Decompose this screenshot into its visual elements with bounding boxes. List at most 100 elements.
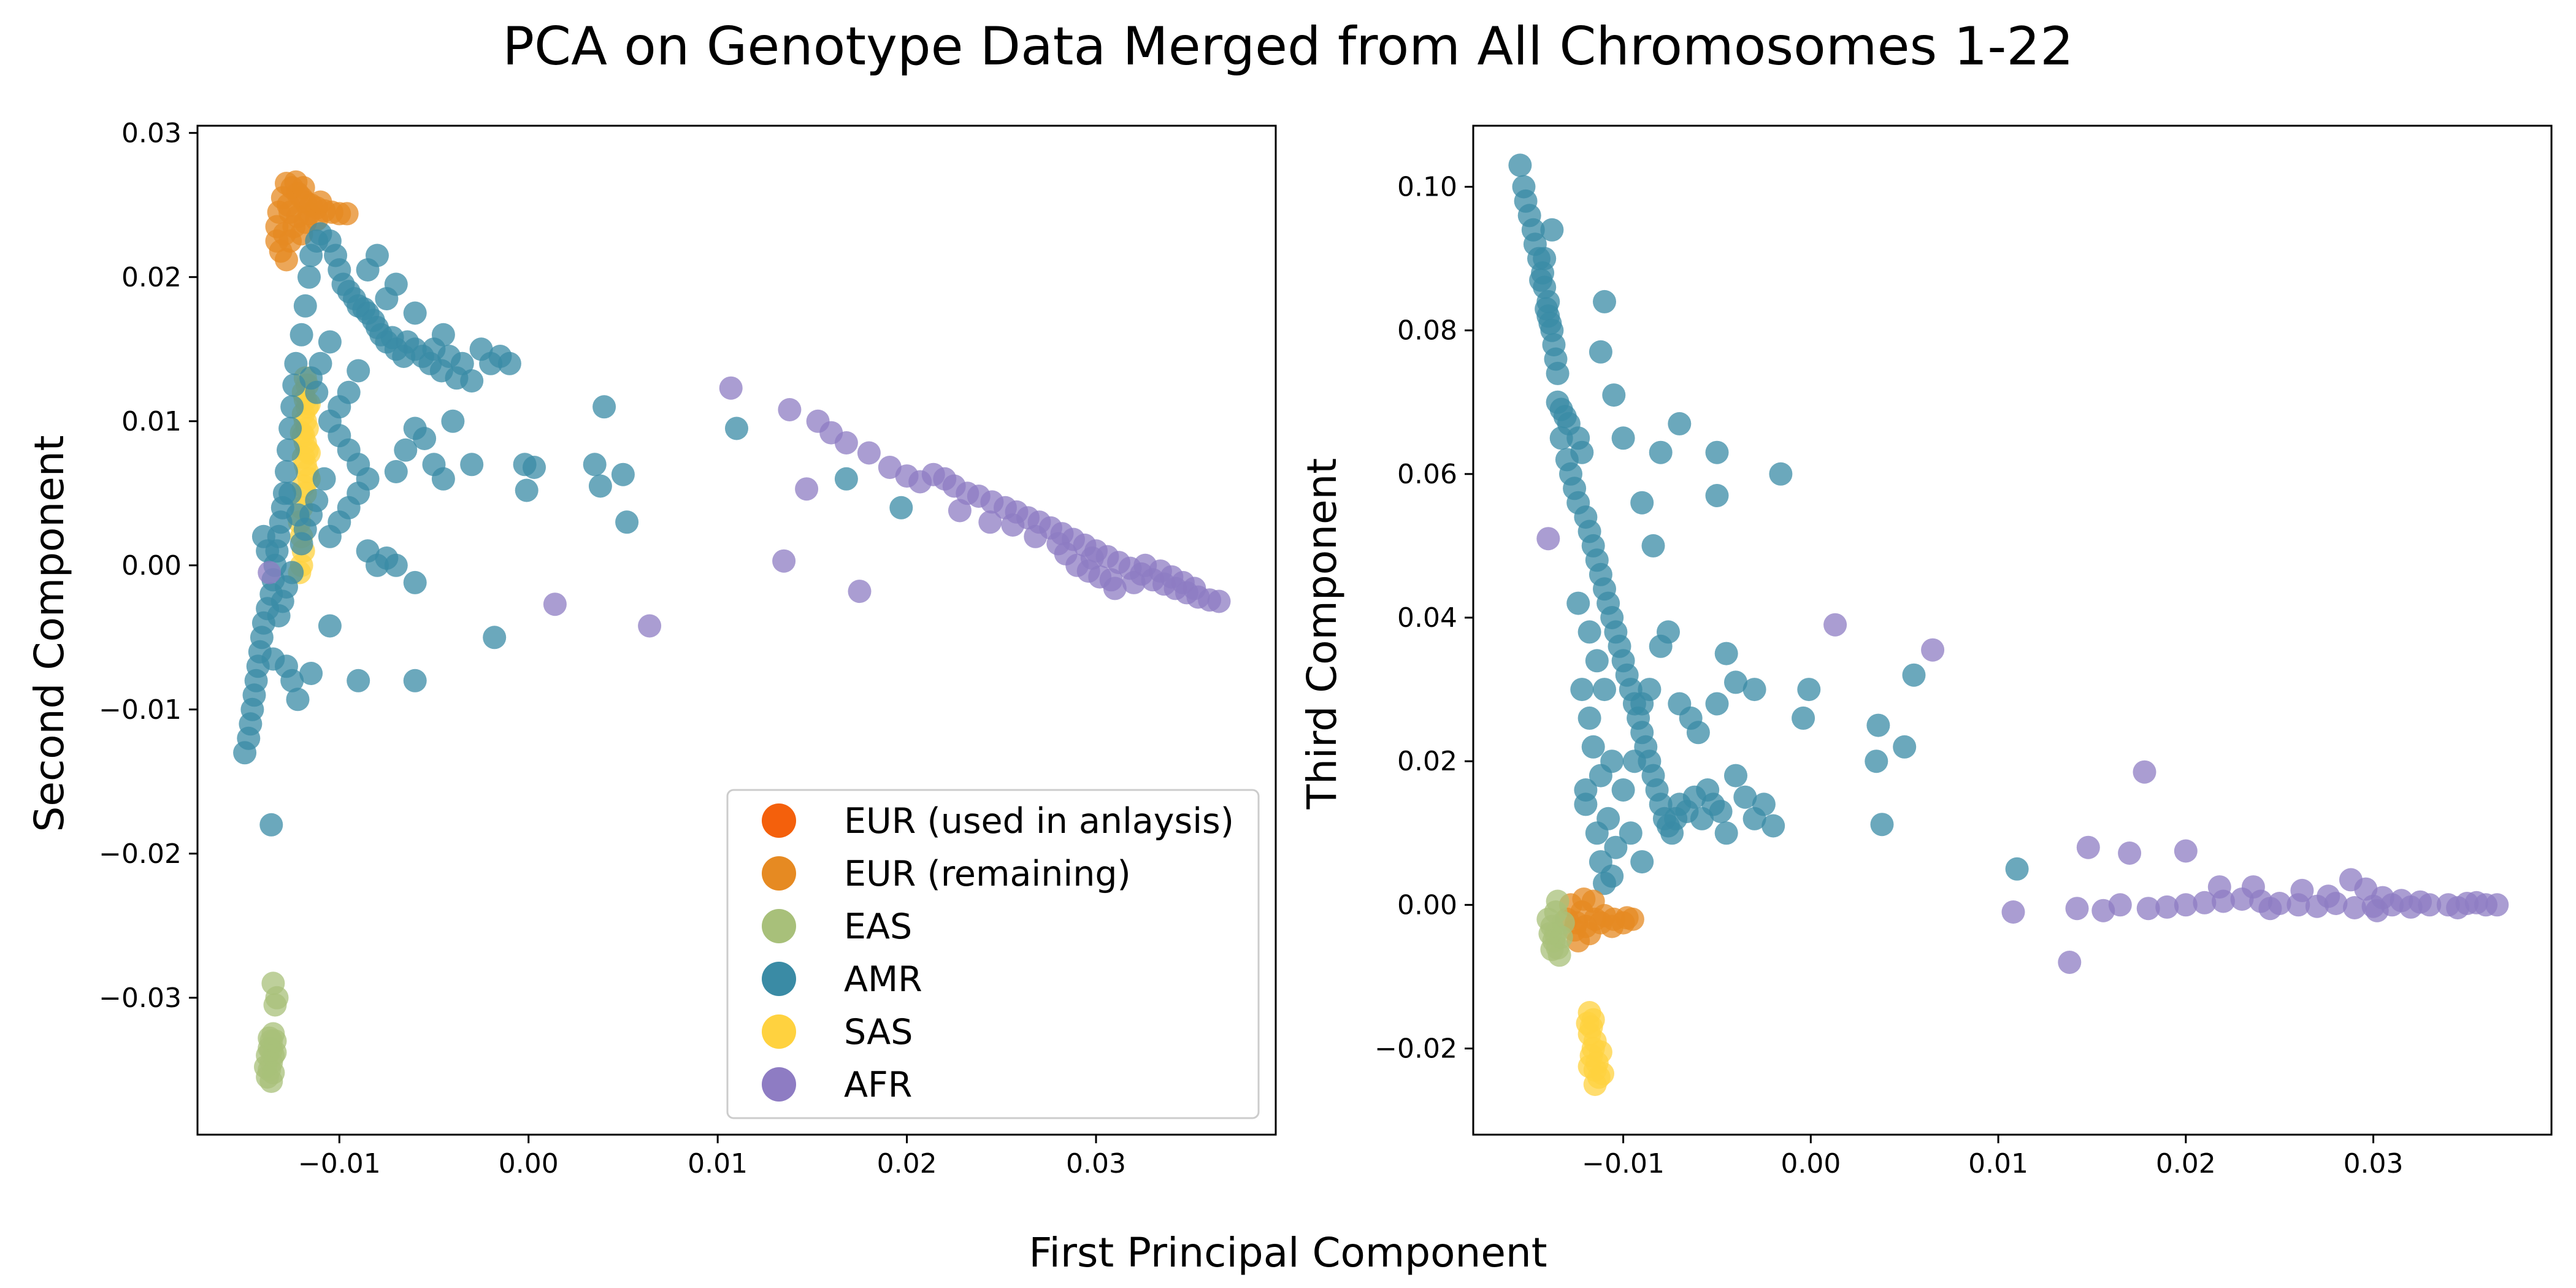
data-point <box>1714 821 1738 845</box>
data-point <box>497 351 521 375</box>
data-point <box>275 248 298 272</box>
right-ylabel: Third Component <box>1298 458 1346 810</box>
data-point <box>1921 638 1945 662</box>
data-point <box>795 477 819 501</box>
data-point <box>312 467 336 491</box>
data-point <box>280 395 304 419</box>
left-series-eas <box>254 972 289 1093</box>
data-point <box>1577 620 1601 644</box>
data-point <box>403 570 427 594</box>
x-tick-label: 0.01 <box>1968 1148 2028 1179</box>
right-series-afr <box>1536 527 2509 974</box>
data-point <box>1591 1062 1614 1086</box>
x-tick-label: 0.00 <box>1781 1148 1841 1179</box>
x-tick-label: −0.01 <box>1582 1148 1665 1179</box>
data-point <box>1797 678 1821 702</box>
data-point <box>1001 513 1025 537</box>
data-point <box>2464 891 2488 914</box>
data-point <box>293 294 317 318</box>
data-point <box>2108 893 2132 917</box>
left-scatter-panel: −0.01 0.00 0.01 0.02 0.03 −0.03 −0.02 −0.01 0.00… <box>99 118 1277 1179</box>
data-point <box>258 1026 282 1050</box>
data-point <box>2136 897 2160 921</box>
data-point <box>483 626 507 650</box>
data-point <box>1103 577 1127 600</box>
data-point <box>375 287 399 310</box>
data-point <box>1769 462 1793 486</box>
data-point <box>1566 591 1590 615</box>
data-point <box>638 614 662 638</box>
legend-box <box>726 789 1260 1119</box>
data-point <box>1585 821 1609 845</box>
legend-item: EUR (used in anlaysis) <box>762 801 1234 841</box>
data-point <box>1709 800 1733 824</box>
left-axes-frame <box>196 125 1277 1136</box>
x-tick-label: 0.02 <box>2156 1148 2216 1179</box>
data-point <box>2076 835 2100 859</box>
data-point <box>778 398 802 421</box>
data-point <box>1570 440 1594 464</box>
data-point <box>2317 884 2340 908</box>
x-tick-label: −0.01 <box>298 1148 381 1179</box>
data-point <box>889 496 913 519</box>
data-point <box>543 592 567 616</box>
data-point <box>2485 893 2509 917</box>
right-scatter-panel: −0.01 0.00 0.01 0.02 0.03 −0.02 0.00 0.02 0.04 0.… <box>1374 125 2553 1179</box>
data-point <box>1705 440 1729 464</box>
data-point <box>297 265 321 289</box>
data-point <box>318 330 342 354</box>
data-point <box>1705 484 1729 507</box>
data-point <box>1742 678 1766 702</box>
left-series-eur-remaining <box>265 170 359 272</box>
data-point <box>297 441 321 465</box>
data-point <box>277 193 300 217</box>
y-tick-label: −0.03 <box>99 983 182 1014</box>
y-tick-label: −0.02 <box>99 838 182 870</box>
legend-marker <box>762 856 796 891</box>
legend-label: AMR <box>844 959 922 1000</box>
data-point <box>2118 841 2142 865</box>
x-tick-label: 0.02 <box>877 1148 937 1179</box>
data-point <box>948 499 972 523</box>
data-point <box>1585 649 1609 673</box>
data-point <box>261 1061 285 1084</box>
legend-marker <box>762 803 796 838</box>
data-point <box>267 604 291 627</box>
legend-item: EUR (remaining) <box>762 854 1131 894</box>
data-point <box>291 176 315 199</box>
data-point <box>1823 613 1847 637</box>
data-point <box>1649 440 1673 464</box>
data-point <box>1533 247 1557 270</box>
data-point <box>256 539 280 563</box>
data-point <box>2390 889 2413 913</box>
left-series-afr <box>258 376 1231 638</box>
legend-item: AFR <box>762 1065 912 1105</box>
data-point <box>1540 218 1564 242</box>
data-point <box>280 669 304 692</box>
data-point <box>1546 889 1570 913</box>
data-point <box>1054 542 1078 565</box>
data-point <box>460 369 484 393</box>
y-tick-label: −0.02 <box>1374 1033 1457 1065</box>
data-point <box>1581 735 1605 759</box>
data-point <box>611 462 635 486</box>
data-point <box>259 813 283 837</box>
data-point <box>2058 951 2082 974</box>
data-point <box>403 669 427 692</box>
data-point <box>384 460 408 483</box>
data-point <box>1593 872 1616 895</box>
x-tick-label: 0.03 <box>1066 1148 1126 1179</box>
data-point <box>286 503 310 527</box>
data-point <box>2290 878 2314 902</box>
data-point <box>318 524 342 548</box>
legend-marker <box>762 1067 796 1102</box>
data-point <box>258 561 282 585</box>
data-point <box>515 478 539 502</box>
y-tick-label: 0.03 <box>121 118 182 149</box>
data-point <box>1657 620 1680 644</box>
legend-marker <box>762 962 796 996</box>
y-tick-label: 0.00 <box>121 550 182 581</box>
data-point <box>347 669 370 692</box>
data-point <box>278 416 302 440</box>
data-point <box>1574 792 1598 816</box>
